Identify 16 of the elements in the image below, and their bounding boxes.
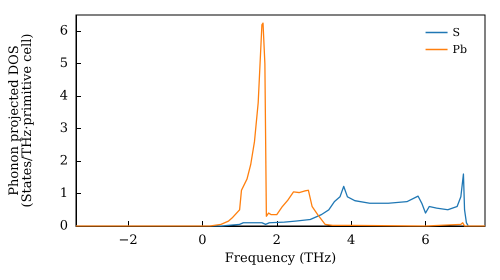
y-tick-label: 4 [60,88,68,104]
y-tick-label: 1 [60,186,68,202]
y-tick-label: 2 [60,154,68,169]
x-tick-label: 6 [421,233,430,248]
x-tick-label: 2 [272,233,281,248]
y-tick-label: 6 [60,24,68,39]
y-tick-label: 5 [60,56,68,72]
x-axis-title: Frequency (THz) [224,251,336,266]
x-tick-label: 4 [347,233,356,248]
x-tick-label: 0 [198,233,207,248]
y-tick-label: 0 [60,218,68,234]
legend-label: Pb [452,43,468,56]
y-axis-title: Phonon projected DOS (States/THz·primitive cell) [7,33,35,208]
x-tick-label: −2 [118,233,138,248]
y-tick-label: 3 [60,121,68,136]
legend-label: S [452,26,460,39]
